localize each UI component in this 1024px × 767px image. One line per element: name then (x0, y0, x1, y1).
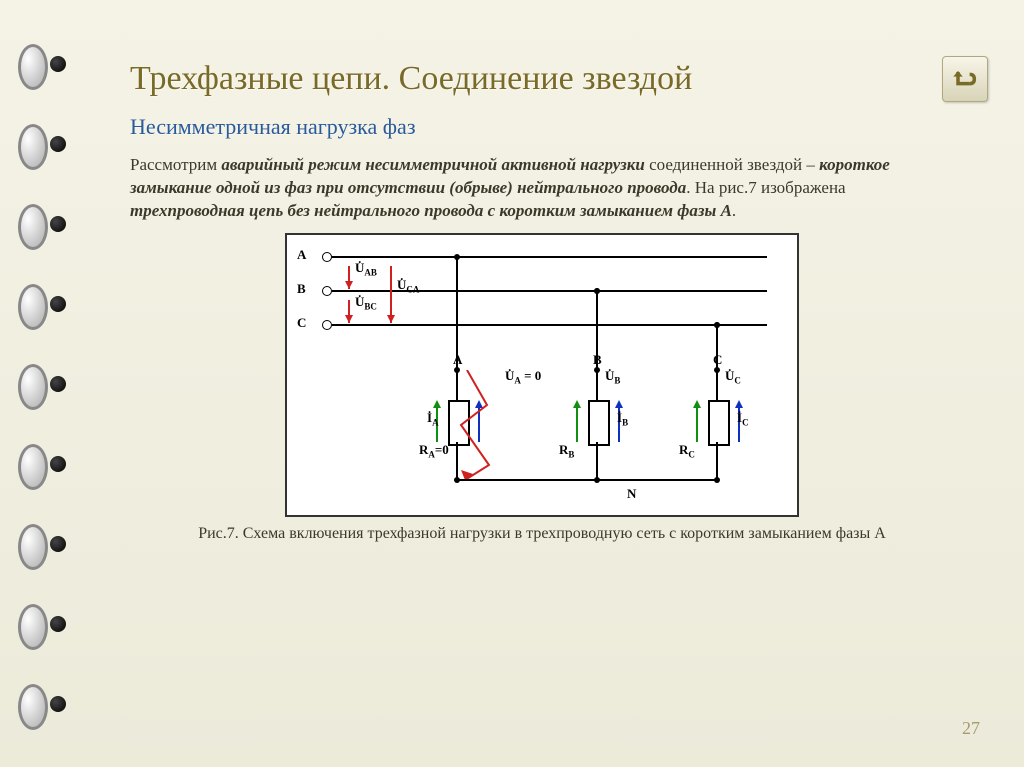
page-subtitle: Несимметричная нагрузка фаз (130, 114, 954, 140)
figure-caption: Рис.7. Схема включения трехфазной нагруз… (130, 525, 954, 543)
slide: Трехфазные цепи. Соединение звездой Неси… (0, 0, 1024, 767)
return-arrow-icon (951, 65, 979, 93)
content-area: Трехфазные цепи. Соединение звездой Неси… (0, 0, 1024, 563)
page-title: Трехфазные цепи. Соединение звездой (130, 60, 954, 98)
spiral-binding (18, 40, 78, 720)
back-button[interactable] (942, 56, 988, 102)
page-number: 27 (962, 718, 980, 739)
body-paragraph: Рассмотрим аварийный режим несимметрично… (130, 154, 954, 223)
circuit-diagram: ABCU̇ABU̇CAU̇BCARA=0BRBCRCU̇A = 0U̇BU̇Cİ… (285, 233, 799, 517)
